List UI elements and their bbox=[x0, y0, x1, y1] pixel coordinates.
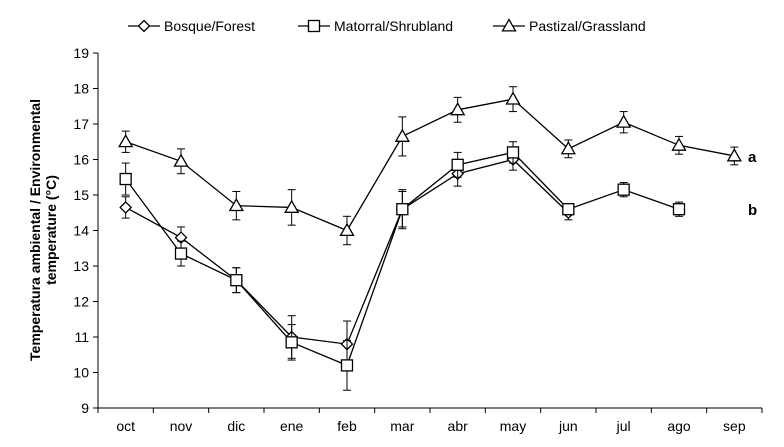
x-tick-label-ago: ago bbox=[667, 418, 691, 434]
series-diamond bbox=[119, 148, 575, 368]
y-tick-label-10: 10 bbox=[73, 365, 89, 381]
point-square-nov bbox=[174, 247, 188, 260]
plot-area: ab bbox=[118, 86, 757, 391]
x-tick-label-nov: nov bbox=[170, 418, 193, 434]
x-tick-label-jul: jul bbox=[616, 418, 631, 434]
point-square-dic bbox=[230, 274, 243, 287]
y-tick-label-16: 16 bbox=[73, 152, 89, 168]
y-tick-label-18: 18 bbox=[73, 81, 89, 97]
point-square-oct bbox=[119, 172, 132, 186]
y-axis-label-line-2: temperature (°C) bbox=[43, 175, 59, 285]
point-triangle-jul bbox=[616, 114, 632, 128]
legend: Bosque/Forest Matorral/Shrubland Pastizal/… bbox=[128, 18, 646, 34]
x-tick-label-mar: mar bbox=[390, 418, 414, 434]
y-tick-label-17: 17 bbox=[73, 116, 89, 132]
point-square-jul bbox=[617, 183, 630, 196]
y-tick-label-13: 13 bbox=[73, 258, 89, 274]
point-triangle-nov bbox=[173, 153, 189, 167]
point-square-jun bbox=[562, 203, 575, 216]
y-tick-label-12: 12 bbox=[73, 294, 89, 310]
series-triangle bbox=[118, 86, 742, 246]
axes: 9 10 11 12 13 14 15 16 17 18 19 oct nov dic ene feb mar a… bbox=[73, 45, 763, 434]
x-tick-label-abr: abr bbox=[448, 418, 469, 434]
point-triangle-oct bbox=[118, 133, 134, 148]
annotation-a: a bbox=[748, 149, 757, 166]
series-line-triangle bbox=[125, 98, 735, 232]
point-square-may bbox=[506, 146, 520, 159]
x-tick-label-oct: oct bbox=[116, 418, 135, 434]
y-tick-label-11: 11 bbox=[74, 329, 89, 345]
y-axis-label-line-1: Temperatura ambiental / Environmental bbox=[27, 99, 43, 361]
point-square-mar bbox=[396, 203, 409, 216]
series-line-diamond bbox=[125, 158, 569, 345]
y-tick-label-14: 14 bbox=[73, 223, 89, 239]
point-diamond-oct bbox=[119, 201, 133, 214]
point-triangle-feb bbox=[339, 222, 355, 237]
series-square bbox=[119, 141, 686, 391]
point-square-ago bbox=[672, 203, 686, 216]
legend-label-square: Matorral/Shrubland bbox=[334, 18, 453, 34]
point-square-abr bbox=[451, 158, 464, 171]
legend-label-diamond: Bosque/Forest bbox=[164, 18, 255, 34]
point-triangle-abr bbox=[450, 101, 466, 116]
point-triangle-jun bbox=[560, 141, 576, 155]
y-tick-label-19: 19 bbox=[73, 45, 89, 61]
point-triangle-sep bbox=[726, 148, 742, 162]
point-triangle-ago bbox=[671, 137, 687, 151]
y-tick-label-9: 9 bbox=[81, 400, 89, 416]
point-triangle-mar bbox=[394, 128, 410, 142]
x-tick-label-may: may bbox=[500, 418, 526, 434]
x-tick-label-sep: sep bbox=[723, 418, 746, 434]
legend-label-triangle: Pastizal/Grassland bbox=[529, 18, 646, 34]
point-triangle-dic bbox=[228, 197, 244, 212]
legend-marker-diamond bbox=[137, 19, 151, 33]
x-tick-label-feb: feb bbox=[337, 418, 357, 434]
point-triangle-ene bbox=[284, 199, 300, 213]
point-square-feb bbox=[340, 359, 354, 372]
point-triangle-may bbox=[505, 91, 521, 105]
x-tick-label-dic: dic bbox=[227, 418, 245, 434]
legend-marker-triangle bbox=[501, 18, 517, 32]
y-tick-label-15: 15 bbox=[73, 187, 89, 203]
x-tick-label-jun: jun bbox=[558, 418, 578, 434]
legend-marker-square bbox=[307, 19, 321, 33]
point-square-ene bbox=[285, 336, 298, 349]
annotation-b: b bbox=[748, 202, 757, 219]
x-tick-label-ene: ene bbox=[280, 418, 304, 434]
